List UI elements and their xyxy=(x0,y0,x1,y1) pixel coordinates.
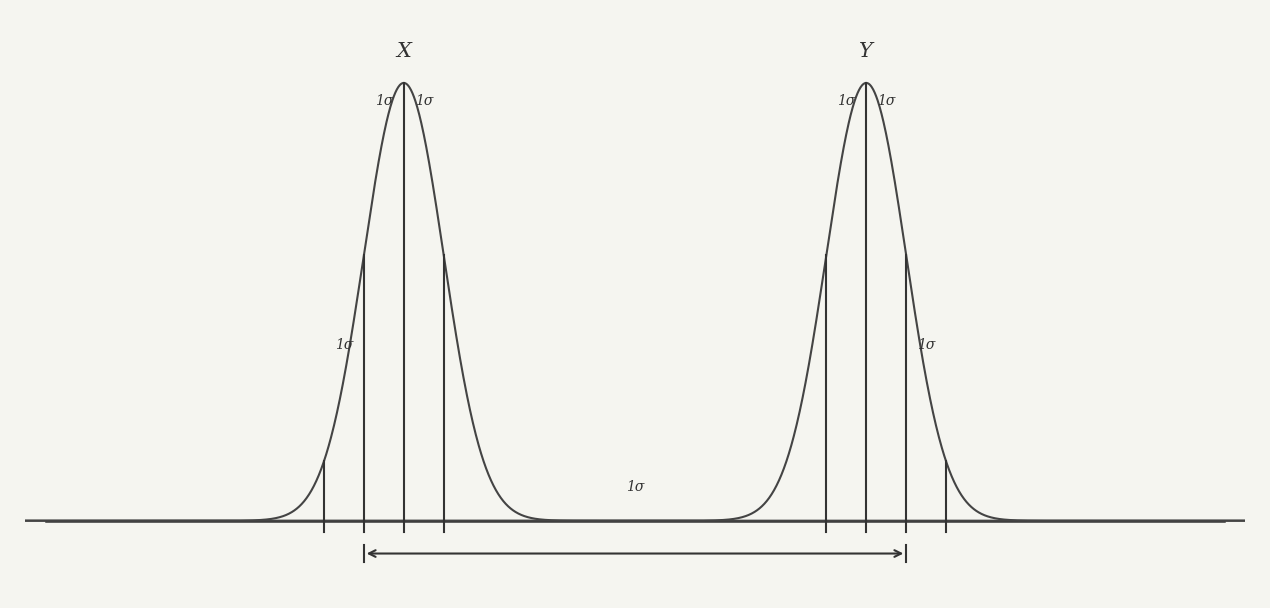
Text: 1σ: 1σ xyxy=(837,94,856,108)
Text: 1σ: 1σ xyxy=(414,94,433,108)
Text: X: X xyxy=(396,42,411,61)
Text: 1σ: 1σ xyxy=(917,338,935,352)
Text: 1σ: 1σ xyxy=(335,338,353,352)
Text: Y: Y xyxy=(860,42,872,61)
Text: 1σ: 1σ xyxy=(375,94,392,108)
Text: 1σ: 1σ xyxy=(626,480,644,494)
Text: 1σ: 1σ xyxy=(878,94,895,108)
